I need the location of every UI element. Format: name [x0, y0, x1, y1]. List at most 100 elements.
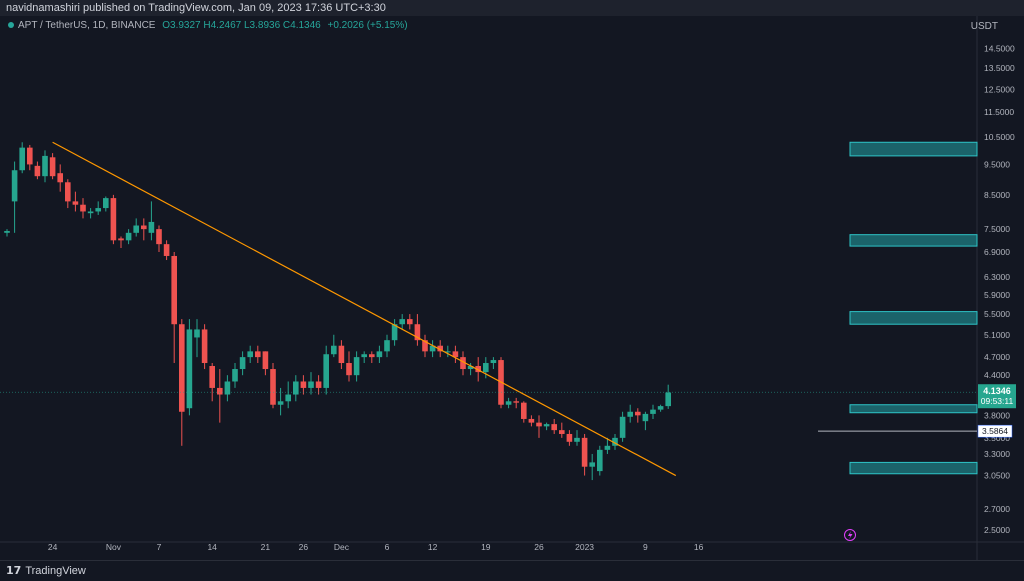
- candle-body: [604, 445, 611, 450]
- candle-body: [376, 351, 383, 358]
- candle-body: [186, 329, 193, 409]
- candle-body: [239, 357, 246, 370]
- candle-body: [148, 221, 155, 233]
- candle-body: [657, 406, 664, 410]
- countdown-label: 09:53:11: [981, 396, 1014, 406]
- candle-body: [277, 401, 284, 405]
- candle-body: [34, 165, 41, 177]
- price-tick-label: 9.5000: [984, 159, 1010, 169]
- price-tick-label: 8.5000: [984, 190, 1010, 200]
- price-tick-label: 6.3000: [984, 272, 1010, 282]
- candle-body: [57, 173, 63, 183]
- candle-body: [490, 360, 497, 364]
- legend-symbol: APT / TetherUS, 1D, BINANCE: [18, 20, 156, 31]
- level-price-label: 3.5864: [982, 426, 1008, 436]
- price-tick-label: 5.5000: [984, 309, 1010, 319]
- price-tick-label: 4.7000: [984, 352, 1010, 362]
- candle-body: [141, 225, 147, 230]
- candle-body: [118, 238, 124, 241]
- candle-body: [513, 401, 519, 403]
- date-tick-label: 16: [694, 542, 704, 552]
- candle-body: [255, 351, 261, 358]
- lightning-glyph-icon: [848, 531, 853, 540]
- publish-line: navidnamashiri published on TradingView.…: [6, 2, 386, 14]
- candle-body: [65, 182, 71, 202]
- date-tick-label: 7: [157, 542, 162, 552]
- candle-body: [323, 354, 329, 388]
- candle-body: [331, 345, 337, 355]
- date-tick-label: 24: [48, 542, 58, 552]
- candlestick-chart[interactable]: 14.5000 13.5000 12.5000 11.5000 10.5000 9.500…: [0, 16, 1024, 560]
- price-tick-label: 3.3000: [984, 449, 1010, 459]
- footer-brand: TradingView: [25, 565, 86, 577]
- candle-body: [445, 351, 451, 353]
- candle-body: [179, 324, 185, 412]
- date-tick-label: 2023: [575, 542, 594, 552]
- price-tick-label: 13.5000: [984, 63, 1015, 73]
- candle-body: [224, 381, 231, 395]
- candle-body: [262, 351, 269, 370]
- supply-demand-zone: [849, 461, 978, 475]
- candle-body: [581, 437, 588, 467]
- date-tick-label: 21: [261, 542, 271, 552]
- candle-body: [612, 437, 618, 446]
- supply-demand-zone: [849, 404, 978, 414]
- candle-body: [391, 324, 398, 341]
- candle-body: [528, 418, 535, 423]
- candle-body: [315, 381, 322, 388]
- candle-body: [95, 208, 101, 212]
- candle-body: [49, 157, 56, 177]
- candle-body: [452, 351, 459, 358]
- candle-body: [300, 381, 307, 388]
- candle-body: [87, 211, 94, 214]
- candle-body: [156, 229, 162, 245]
- price-tick-label: 14.5000: [984, 44, 1015, 54]
- price-tick-label: 5.9000: [984, 290, 1010, 300]
- candle-body: [505, 401, 512, 405]
- chart-area[interactable]: 14.5000 13.5000 12.5000 11.5000 10.5000 9.500…: [0, 16, 1024, 560]
- candle-body: [308, 381, 314, 388]
- candle-body: [361, 354, 367, 358]
- candle-body: [232, 369, 238, 382]
- candle-body: [72, 201, 79, 205]
- date-tick-label: 14: [207, 542, 217, 552]
- candle-body: [597, 449, 603, 472]
- candle-body: [194, 329, 200, 338]
- candle-body: [429, 345, 436, 352]
- candle-body: [384, 340, 390, 352]
- candle-body: [247, 351, 253, 358]
- currency-label: USDT: [970, 21, 998, 32]
- legend-change: +0.2026 (+5.15%): [327, 20, 408, 31]
- price-tick-label: 10.5000: [984, 132, 1015, 142]
- price-tick-label: 5.1000: [984, 330, 1010, 340]
- candle-body: [217, 387, 223, 395]
- trendline: [52, 141, 677, 477]
- candle-body: [338, 345, 345, 364]
- candle-body: [4, 230, 10, 233]
- candle-body: [642, 413, 649, 422]
- date-tick-label: 26: [534, 542, 544, 552]
- candle-body: [125, 232, 132, 241]
- candle-body: [201, 329, 208, 364]
- level-price-box: [977, 424, 1013, 438]
- date-tick-label: Dec: [334, 542, 350, 552]
- candle-body: [293, 381, 299, 395]
- candle-body: [635, 411, 641, 416]
- candle-body: [566, 433, 573, 442]
- candle-body: [589, 462, 595, 467]
- price-tick-label: 7.5000: [984, 224, 1010, 234]
- candle-body: [665, 392, 671, 407]
- candle-body: [414, 324, 421, 341]
- candle-body: [346, 363, 352, 376]
- candle-body: [11, 170, 18, 202]
- date-tick-label: 6: [385, 542, 390, 552]
- publish-bar: navidnamashiri published on TradingView.…: [0, 0, 1024, 16]
- candle-body: [209, 366, 215, 388]
- candle-body: [133, 225, 139, 233]
- candle-body: [103, 198, 109, 209]
- candle-body: [483, 363, 489, 373]
- price-tick-label: 6.9000: [984, 247, 1010, 257]
- price-tick-label: 3.0500: [984, 471, 1010, 481]
- symbol-legend: APT / TetherUS, 1D, BINANCE O3.9327 H4.2…: [8, 20, 408, 31]
- candle-body: [551, 424, 557, 431]
